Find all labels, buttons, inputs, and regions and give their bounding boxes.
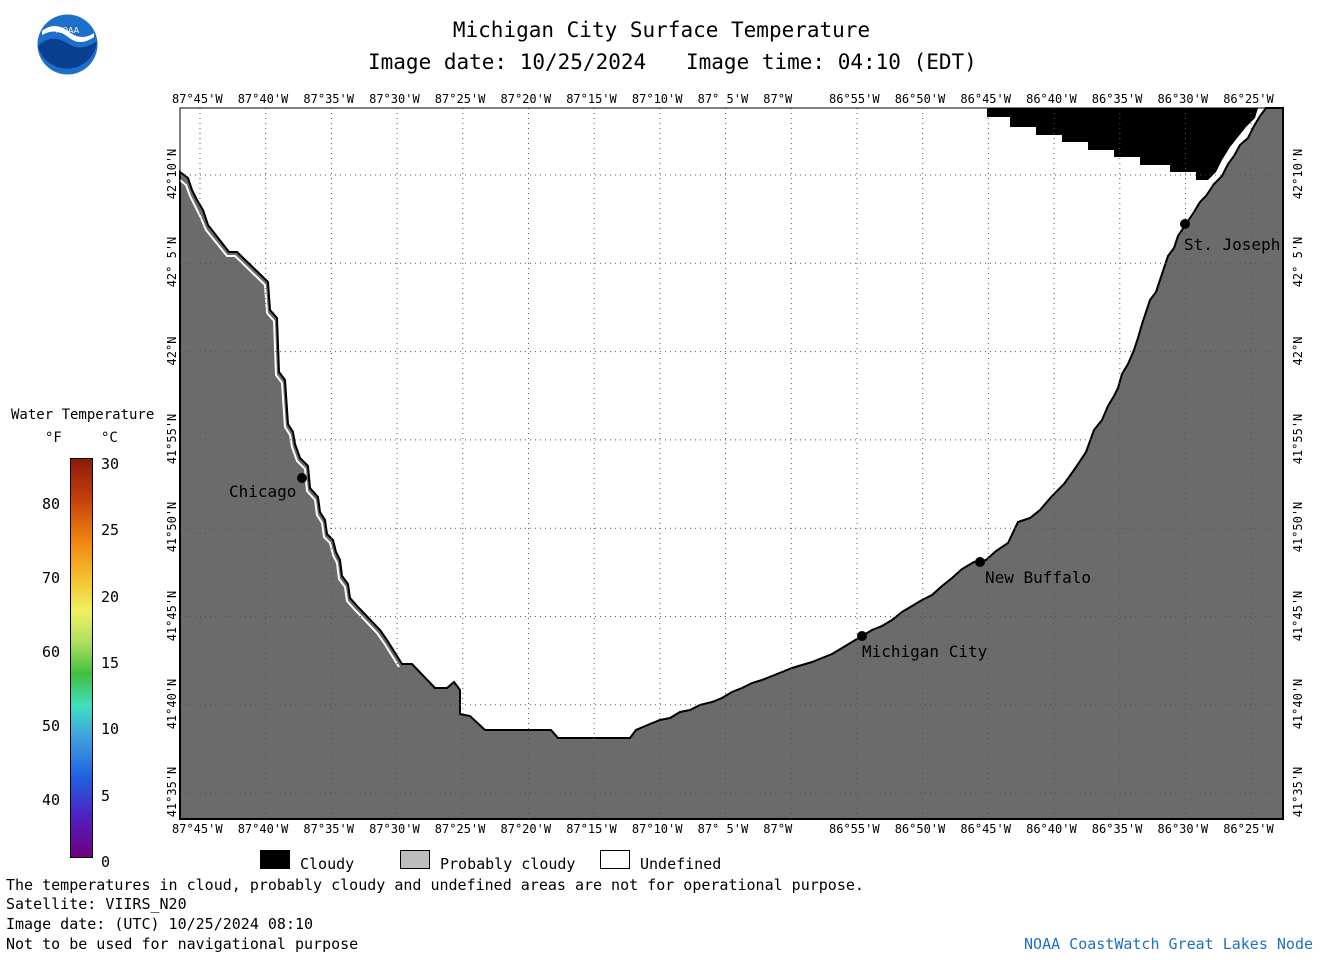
lat-tick-label: 41°40'N <box>165 678 179 730</box>
colorbar-c-label: 5 <box>101 786 111 805</box>
legend-label-probably-cloudy: Probably cloudy <box>440 855 576 873</box>
colorbar-c-label: 20 <box>101 587 120 606</box>
colorbar-c-label: 30 <box>101 455 120 473</box>
colorbar-unit-c: °C <box>101 430 118 446</box>
lon-tick-label: 86°40'W <box>1026 92 1077 106</box>
lon-tick-label: 86°25'W <box>1223 92 1274 106</box>
michigan-city-marker <box>857 631 867 641</box>
lon-tick-label: 87°25'W <box>434 92 486 106</box>
lon-tick-label: 87°35'W <box>303 92 354 106</box>
legend-label-undefined: Undefined <box>640 855 722 873</box>
lat-tick-label: 42°10'N <box>1291 148 1305 200</box>
city-label-michigan-city: Michigan City <box>862 642 988 661</box>
lon-tick-label: 86°55'W <box>829 822 880 836</box>
footer-note: The temperatures in cloud, probably clou… <box>6 876 864 894</box>
legend-swatch-probably-cloudy <box>400 850 430 869</box>
colorbar-f-label: 40 <box>41 791 60 809</box>
footer-satellite: Satellite: VIIRS_N20 <box>6 895 187 913</box>
lon-tick-label: 87° 5'W <box>697 822 749 836</box>
lon-tick-label: 86°55'W <box>829 92 880 106</box>
legend-swatch-undefined <box>600 850 630 869</box>
lon-tick-label: 87°10'W <box>631 822 683 836</box>
lon-tick-label: 87°30'W <box>369 92 420 106</box>
lat-tick-label: 41°50'N <box>1291 501 1305 553</box>
image-time: Image time: 04:10 (EDT) <box>686 50 977 74</box>
lon-tick-label: 87°45'W <box>172 822 223 836</box>
colorbar-title: Water Temperature <box>11 407 155 423</box>
lat-tick-label: 41°35'N <box>1291 766 1305 818</box>
lat-tick-label: 41°35'N <box>165 766 179 818</box>
city-label-st-joseph: St. Joseph <box>1184 235 1281 254</box>
lon-tick-label: 86°45'W <box>960 822 1011 836</box>
image-date: Image date: 10/25/2024 <box>368 50 647 74</box>
colorbar <box>70 458 93 858</box>
lon-tick-label: 87°20'W <box>500 92 552 106</box>
lat-tick-label: 41°45'N <box>1291 590 1305 641</box>
map-frame <box>179 107 1284 820</box>
lat-tick-label: 42° 5'N <box>165 237 179 288</box>
noaa-logo: NOAA <box>37 14 98 75</box>
new-buffalo-marker <box>975 557 985 567</box>
lon-tick-label: 87°30'W <box>369 822 420 836</box>
colorbar-c-label: 25 <box>101 521 120 540</box>
lon-tick-label: 87°40'W <box>237 92 289 106</box>
lon-tick-label: 87° 5'W <box>697 92 749 106</box>
lat-tick-label: 41°55'N <box>165 413 179 465</box>
lon-tick-label: 87°10'W <box>631 92 683 106</box>
lat-tick-label: 42°N <box>165 336 179 366</box>
chicago-marker <box>297 473 307 483</box>
lat-lon-grid <box>180 108 1283 819</box>
colorbar-f-label: 80 <box>41 495 60 513</box>
lon-tick-label: 87°25'W <box>434 822 486 836</box>
lon-tick-label: 86°35'W <box>1091 92 1143 106</box>
colorbar-c-label: 0 <box>101 852 111 871</box>
lon-tick-label: 86°35'W <box>1091 822 1143 836</box>
cloudy-region <box>987 108 1258 180</box>
lon-tick-label: 87°W <box>763 92 793 106</box>
lat-tick-label: 41°50'N <box>165 501 179 553</box>
lon-tick-label: 86°45'W <box>960 92 1011 106</box>
lon-tick-label: 87°15'W <box>566 92 617 106</box>
colorbar-f-label: 50 <box>41 717 60 735</box>
city-label-new-buffalo: New Buffalo <box>985 568 1091 587</box>
lat-tick-label: 41°40'N <box>1291 678 1305 730</box>
colorbar-c-label: 10 <box>101 720 120 739</box>
lon-tick-label: 87°45'W <box>172 92 223 106</box>
lat-tick-label: 42° 5'N <box>1291 237 1305 288</box>
lon-tick-label: 86°50'W <box>894 92 946 106</box>
footer-image-date-utc: Image date: (UTC) 10/25/2024 08:10 <box>6 915 314 933</box>
lon-tick-label: 87°40'W <box>237 822 289 836</box>
colorbar-c-label: 15 <box>101 653 120 672</box>
footer-credit: NOAA CoastWatch Great Lakes Node <box>1024 935 1313 953</box>
lon-tick-label: 87°20'W <box>500 822 552 836</box>
lon-tick-label: 87°W <box>763 822 793 836</box>
lon-tick-label: 86°25'W <box>1223 822 1274 836</box>
lon-tick-label: 87°15'W <box>566 822 617 836</box>
colorbar-unit-f: °F <box>45 430 62 446</box>
city-label-chicago: Chicago <box>229 482 297 501</box>
lat-tick-label: 42°10'N <box>165 148 179 200</box>
logo-text: NOAA <box>56 26 80 35</box>
footer-nav-warning: Not to be used for navigational purpose <box>6 935 359 953</box>
lat-tick-label: 42°N <box>1291 336 1305 366</box>
legend-label-cloudy: Cloudy <box>300 855 355 873</box>
lon-tick-label: 86°30'W <box>1157 822 1209 836</box>
lat-tick-label: 41°55'N <box>1291 413 1305 465</box>
lon-tick-label: 86°40'W <box>1026 822 1077 836</box>
lon-tick-label: 86°50'W <box>894 822 946 836</box>
lon-tick-label: 86°30'W <box>1157 92 1209 106</box>
map-title: Michigan City Surface Temperature <box>452 18 871 42</box>
lon-tick-label: 87°35'W <box>303 822 354 836</box>
st-joseph-marker <box>1180 219 1190 229</box>
lat-tick-label: 41°45'N <box>165 590 179 641</box>
colorbar-f-label: 60 <box>41 643 60 661</box>
colorbar-f-label: 70 <box>41 569 60 587</box>
land-west-south <box>179 107 1284 820</box>
legend-swatch-cloudy <box>260 850 290 869</box>
